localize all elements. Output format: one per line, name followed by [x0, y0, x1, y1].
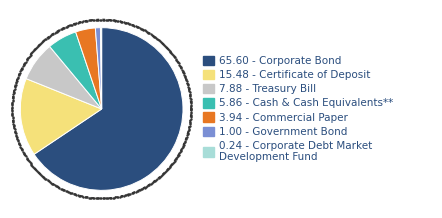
- Wedge shape: [20, 79, 102, 154]
- Wedge shape: [50, 32, 102, 109]
- Legend: 65.60 - Corporate Bond, 15.48 - Certificate of Deposit, 7.88 - Treasury Bill, 5.: 65.60 - Corporate Bond, 15.48 - Certific…: [203, 56, 393, 162]
- Wedge shape: [95, 28, 102, 109]
- Wedge shape: [26, 46, 102, 109]
- Wedge shape: [34, 28, 183, 190]
- Wedge shape: [76, 28, 102, 109]
- Wedge shape: [100, 28, 102, 109]
